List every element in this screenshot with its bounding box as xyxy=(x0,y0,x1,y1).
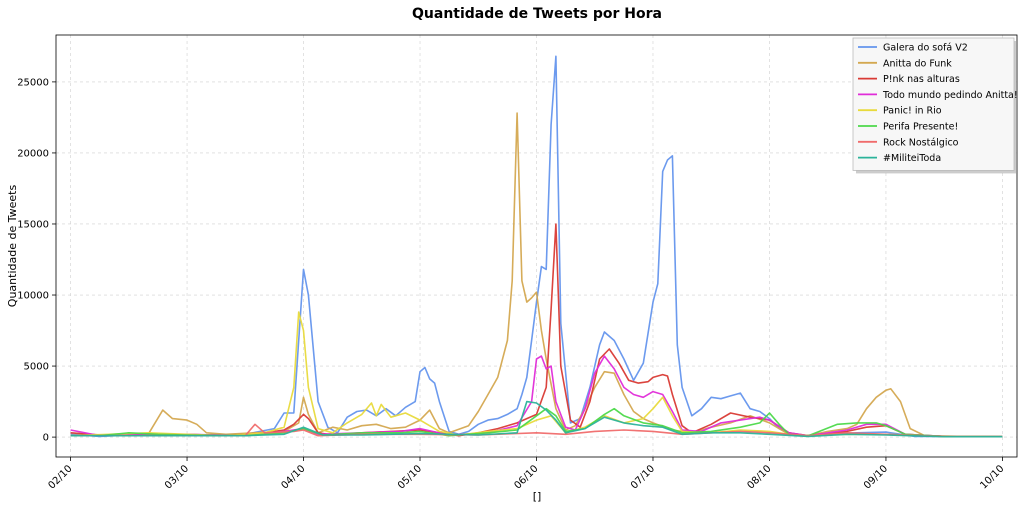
series-line-8 xyxy=(70,400,1003,438)
x-tick-label: 02/10 xyxy=(47,463,75,491)
x-tick-label: 07/10 xyxy=(629,463,657,491)
legend-label: Galera do sofá V2 xyxy=(883,43,968,54)
legend-label: Rock Nostálgico xyxy=(883,137,959,148)
y-tick-label: 25000 xyxy=(17,77,49,88)
x-tick-label: 09/10 xyxy=(862,463,890,491)
x-tick-label: 08/10 xyxy=(745,463,773,491)
legend-label: P!nk nas alturas xyxy=(883,74,960,85)
series-line-1 xyxy=(70,55,1003,438)
y-axis-title: Quantidade de Tweets xyxy=(6,185,19,308)
series-lines xyxy=(70,55,1003,438)
y-tick-label: 10000 xyxy=(17,291,49,302)
chart-title: Quantidade de Tweets por Hora xyxy=(412,6,662,22)
legend-label: Todo mundo pedindo Anitta! xyxy=(882,90,1018,101)
y-axis: 0 5000 10000 15000 20000 25000 xyxy=(17,77,56,444)
y-tick-label: 5000 xyxy=(24,362,49,373)
x-tick-label: 03/10 xyxy=(163,463,191,491)
x-axis-title: [] xyxy=(533,490,542,503)
legend-box xyxy=(852,37,1015,171)
legend-label: Anitta do Funk xyxy=(883,58,952,69)
legend-label: Panic! in Rio xyxy=(883,106,942,117)
x-tick-label: 10/10 xyxy=(978,463,1006,491)
x-tick-label: 05/10 xyxy=(396,463,424,491)
x-tick-label: 06/10 xyxy=(512,463,540,491)
y-tick-label: 0 xyxy=(43,433,49,444)
legend: Galera do sofá V2 Anitta do Funk P!nk nas … xyxy=(852,37,1018,174)
series-line-2 xyxy=(70,112,1003,438)
x-tick-label: 04/10 xyxy=(279,463,307,491)
series-line-7 xyxy=(70,423,1003,438)
x-axis: 02/10 03/10 04/10 05/10 06/10 07/10 08/10 09/10… xyxy=(47,457,1007,492)
legend-label: #MiliteiToda xyxy=(883,153,941,164)
legend-label: Perifa Presente! xyxy=(883,122,958,133)
y-tick-label: 20000 xyxy=(17,148,49,159)
y-tick-label: 15000 xyxy=(17,219,49,230)
